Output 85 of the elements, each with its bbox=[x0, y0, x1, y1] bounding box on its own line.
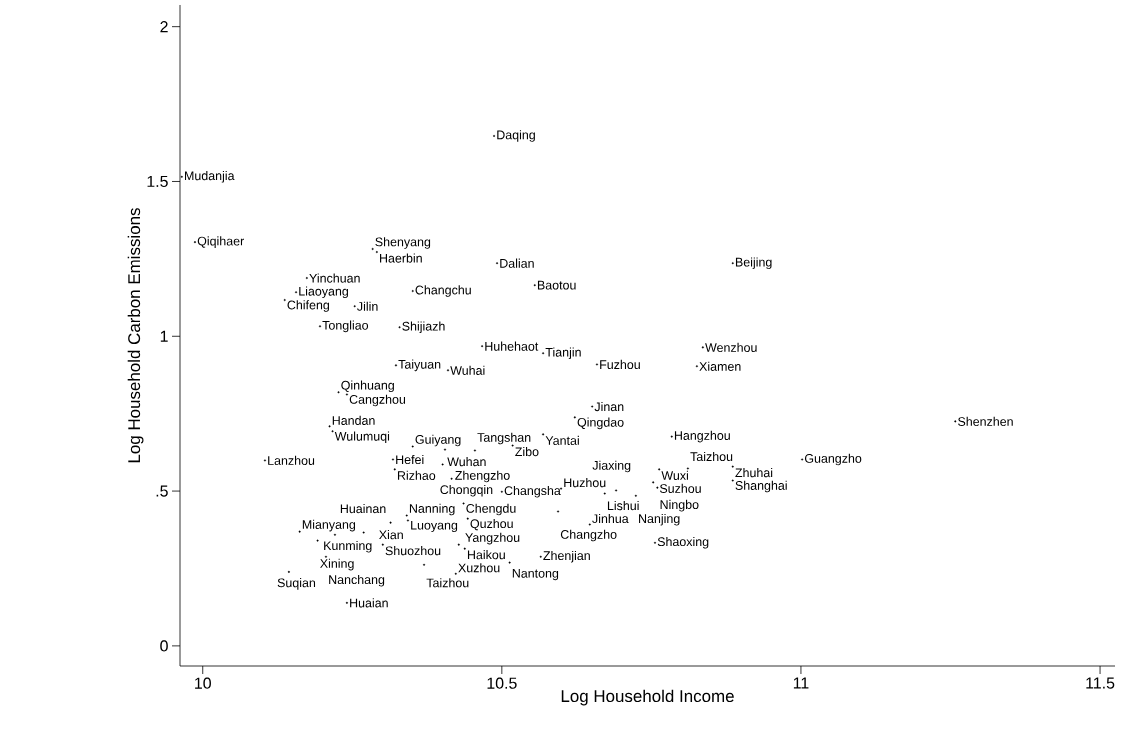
x-axis-title: Log Household Income bbox=[561, 689, 734, 706]
data-label: Mudanjia bbox=[185, 171, 235, 183]
data-label: Wuxi bbox=[661, 470, 688, 480]
data-label: Xian bbox=[379, 530, 403, 540]
x-tick-label: 11.5 bbox=[1086, 677, 1115, 689]
data-label: Fuzhou bbox=[600, 359, 640, 370]
data-label: Tongliao bbox=[322, 320, 369, 333]
data-label: Wuhai bbox=[450, 365, 485, 375]
data-label: Beijing bbox=[735, 257, 772, 269]
data-label: Lishui bbox=[607, 500, 639, 511]
x-tick-label: 11 bbox=[793, 677, 809, 689]
data-label: Yantai bbox=[545, 435, 579, 445]
data-label: Ningbo bbox=[660, 499, 699, 512]
data-label: Nanning bbox=[409, 503, 455, 516]
data-label: Taizhou bbox=[426, 578, 469, 588]
data-label: Huaian bbox=[350, 598, 388, 608]
data-label: Liaoyang bbox=[299, 286, 348, 299]
y-axis-title: Log Household Carbon Emissions bbox=[127, 208, 144, 463]
data-label: Changsha bbox=[504, 485, 561, 498]
data-label: Lanzhou bbox=[268, 455, 315, 465]
data-label: Tangshan bbox=[477, 432, 531, 445]
data-label: Haikou bbox=[467, 550, 505, 560]
data-label: Tianjin bbox=[545, 347, 581, 360]
data-label: Yinchuan bbox=[309, 273, 360, 283]
x-tick-label: 10.5 bbox=[487, 677, 517, 689]
data-label: Huainan bbox=[340, 503, 386, 514]
data-label: Wenzhou bbox=[705, 342, 757, 352]
data-label: Cangzhou bbox=[349, 394, 406, 407]
data-label: Jilin bbox=[357, 301, 378, 311]
data-label: Daqing bbox=[497, 130, 535, 142]
data-label: Quzhou bbox=[470, 518, 513, 531]
data-label: Mianyang bbox=[302, 519, 356, 532]
data-label: Baotou bbox=[537, 280, 576, 290]
data-label: Dalian bbox=[500, 258, 534, 268]
data-label: Huzhou bbox=[564, 478, 606, 488]
data-label: Hangzhou bbox=[674, 430, 730, 443]
data-label: Huhehaot bbox=[485, 341, 539, 351]
y-tick-label: .5 bbox=[156, 485, 168, 497]
data-label: Shaoxing bbox=[657, 536, 709, 549]
y-tick-label: 0 bbox=[160, 640, 168, 652]
data-label: Shuozhou bbox=[385, 546, 441, 556]
data-label: Chengdu bbox=[466, 503, 516, 516]
data-label: Qiqihaer bbox=[197, 236, 245, 248]
data-label: Zibo bbox=[515, 446, 539, 457]
data-label: Qingdao bbox=[577, 417, 624, 430]
data-label: Guangzho bbox=[804, 453, 862, 466]
data-label: Changchu bbox=[415, 285, 471, 297]
data-label: Qinhuang bbox=[341, 380, 394, 393]
data-label: Rizhao bbox=[397, 470, 436, 480]
data-label: Handan bbox=[332, 415, 375, 425]
data-label: Nanchang bbox=[329, 574, 385, 587]
data-label: Jinhua bbox=[592, 513, 629, 524]
data-label: Xiamen bbox=[699, 361, 741, 371]
data-label: Zhenjian bbox=[543, 550, 590, 563]
data-label: Changzho bbox=[560, 529, 617, 542]
y-tick-label: 2 bbox=[160, 21, 168, 33]
data-label: Luoyang bbox=[411, 520, 458, 533]
data-label: Shenzhen bbox=[958, 416, 1013, 426]
data-label: Nantong bbox=[512, 569, 559, 581]
data-label: Shanghai bbox=[735, 480, 787, 493]
y-tick-label: 1.5 bbox=[147, 175, 168, 188]
data-label: Taizhou bbox=[690, 451, 733, 462]
data-label: Suzhou bbox=[659, 483, 701, 493]
data-label: Haerbin bbox=[380, 253, 422, 263]
y-tick-label: 1 bbox=[160, 330, 168, 342]
data-label: Suqian bbox=[277, 578, 316, 590]
data-label: Zhuhai bbox=[735, 468, 773, 478]
x-tick-label: 10 bbox=[195, 677, 211, 689]
data-label: Jinan bbox=[594, 401, 624, 412]
data-label: Xining bbox=[320, 558, 354, 571]
data-label: Wuhan bbox=[447, 457, 486, 467]
data-label: Jiaxing bbox=[592, 460, 631, 473]
data-label: Taiyuan bbox=[398, 359, 441, 372]
data-label: Chifeng bbox=[287, 300, 329, 312]
data-label: Chongqin bbox=[440, 484, 493, 497]
data-label: Shenyang bbox=[375, 237, 431, 249]
data-label: Shijiazh bbox=[402, 321, 445, 334]
data-label: Kunming bbox=[324, 540, 372, 553]
data-label: Zhengzho bbox=[455, 470, 510, 483]
data-label: Yangzhou bbox=[465, 532, 520, 545]
data-label: Nanjing bbox=[639, 513, 680, 526]
data-label: Xuzhou bbox=[458, 563, 500, 573]
data-label: Guiyang bbox=[415, 434, 461, 447]
data-label: Wulumuqi bbox=[334, 431, 390, 444]
data-label: Hefei bbox=[396, 454, 424, 465]
